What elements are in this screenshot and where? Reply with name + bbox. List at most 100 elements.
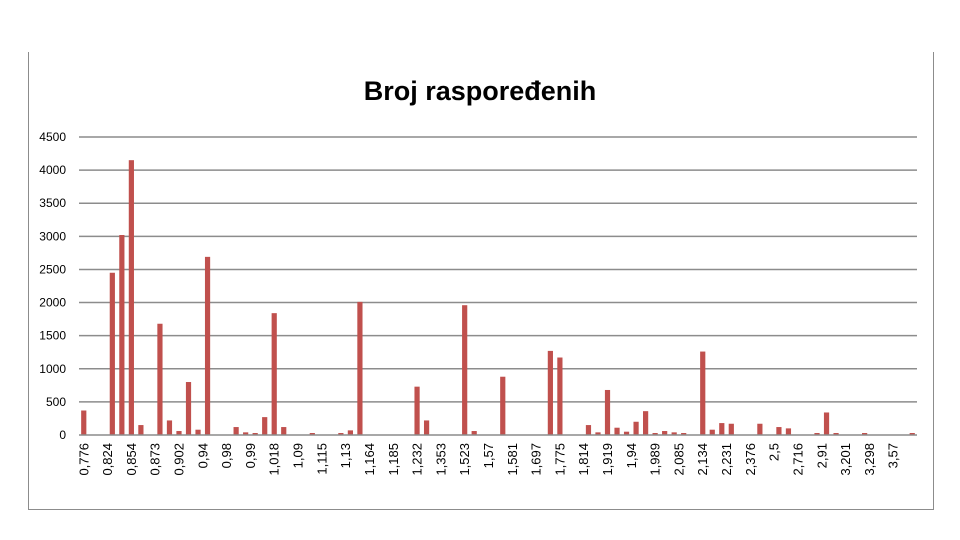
y-tick-label: 2000 (39, 296, 66, 310)
bar (281, 427, 287, 435)
bar (671, 432, 677, 435)
bar (462, 305, 468, 435)
bar (233, 427, 239, 435)
x-tick-label: 0,99 (243, 443, 258, 468)
x-axis-ticks: 0,776 0,824 0,854 0,873 0,902 0,94 0,98 0,99 1,0… (76, 443, 900, 476)
bar (823, 412, 830, 435)
bar (776, 427, 782, 435)
x-tick-label: 2,085 (671, 443, 686, 476)
x-tick-label: 1,989 (648, 443, 663, 476)
y-tick-label: 500 (46, 395, 66, 409)
bar (243, 432, 249, 435)
bar (728, 423, 734, 435)
x-tick-label: 0,873 (148, 443, 163, 476)
gridlines (79, 136, 917, 403)
x-tick-label: 0,854 (124, 443, 139, 476)
bar (909, 433, 915, 435)
x-tick-label: 0,94 (195, 443, 210, 468)
bar (833, 433, 839, 435)
x-tick-label: 1,581 (505, 443, 520, 476)
x-tick-label: 0,902 (171, 443, 186, 476)
x-tick-label: 2,231 (719, 443, 734, 476)
x-tick-label: 1,164 (362, 443, 377, 476)
bar (252, 433, 258, 435)
x-tick-label: 3,201 (838, 443, 853, 476)
x-tick-label: 1,115 (314, 443, 329, 475)
x-tick-label: 2,5 (767, 443, 782, 461)
bar (166, 420, 173, 435)
bar (785, 428, 792, 435)
x-tick-label: 1,523 (457, 443, 472, 476)
bar (81, 410, 87, 435)
chart-frame (28, 52, 934, 510)
x-tick-label: 3,57 (886, 443, 901, 468)
bar (176, 431, 182, 435)
bar (271, 313, 277, 435)
bar (814, 433, 820, 435)
x-tick-label: 0,824 (100, 443, 115, 476)
x-tick-label: 3,298 (862, 443, 877, 476)
x-tick-label: 1,018 (267, 443, 282, 476)
y-tick-label: 4000 (39, 163, 66, 177)
bar (614, 427, 620, 435)
bar (138, 425, 144, 435)
bar (204, 256, 211, 435)
y-tick-label: 1000 (39, 362, 66, 376)
x-tick-label: 1,353 (433, 443, 448, 476)
y-tick-label: 3000 (39, 229, 66, 243)
x-tick-label: 2,134 (695, 443, 710, 476)
bar (757, 423, 763, 435)
bar (862, 433, 868, 435)
x-tick-label: 1,185 (386, 443, 401, 476)
y-axis-ticks: 0 500 1000 1500 2000 2500 3000 3500 4000 4500 (39, 130, 66, 442)
bars (81, 160, 915, 435)
bar (652, 433, 658, 435)
x-tick-label: 1,09 (291, 443, 306, 468)
bar (719, 423, 725, 435)
x-tick-label: 0,776 (76, 443, 91, 476)
bar (643, 411, 649, 435)
bar (423, 420, 430, 435)
bar (357, 301, 363, 435)
bar (309, 433, 315, 435)
x-tick-label: 1,232 (410, 443, 425, 476)
bar (557, 357, 563, 435)
bar (109, 272, 115, 435)
bar (119, 235, 125, 435)
x-tick-label: 2,376 (743, 443, 758, 476)
bar (681, 433, 687, 435)
x-tick-label: 1,94 (624, 443, 639, 468)
x-tick-label: 1,13 (338, 443, 353, 468)
y-tick-label: 3500 (39, 196, 66, 210)
bar (157, 323, 163, 435)
bar (471, 431, 477, 435)
y-tick-label: 1500 (39, 329, 66, 343)
x-tick-label: 1,697 (529, 443, 544, 476)
chart-title: Broj raspoređenih (364, 76, 597, 106)
x-tick-label: 2,91 (814, 443, 829, 468)
bar (500, 376, 506, 435)
bar (709, 429, 715, 435)
bar (262, 417, 268, 435)
bar (662, 431, 668, 435)
bar (128, 160, 134, 435)
x-tick-label: 2,716 (790, 443, 805, 476)
bar (604, 389, 611, 435)
x-tick-label: 1,919 (600, 443, 615, 476)
bar (585, 425, 592, 435)
bar (414, 386, 420, 435)
x-tick-label: 0,98 (219, 443, 234, 468)
x-tick-label: 1,57 (481, 443, 496, 468)
y-tick-label: 4500 (39, 130, 66, 144)
bar (623, 431, 630, 435)
bar (547, 350, 553, 435)
y-tick-label: 0 (59, 428, 66, 442)
x-tick-label: 1,814 (576, 443, 591, 476)
bar (338, 433, 344, 435)
bar (195, 429, 201, 435)
y-tick-label: 2500 (39, 262, 66, 276)
bar (347, 430, 353, 435)
x-tick-label: 1,775 (552, 443, 567, 476)
bar (185, 382, 192, 435)
